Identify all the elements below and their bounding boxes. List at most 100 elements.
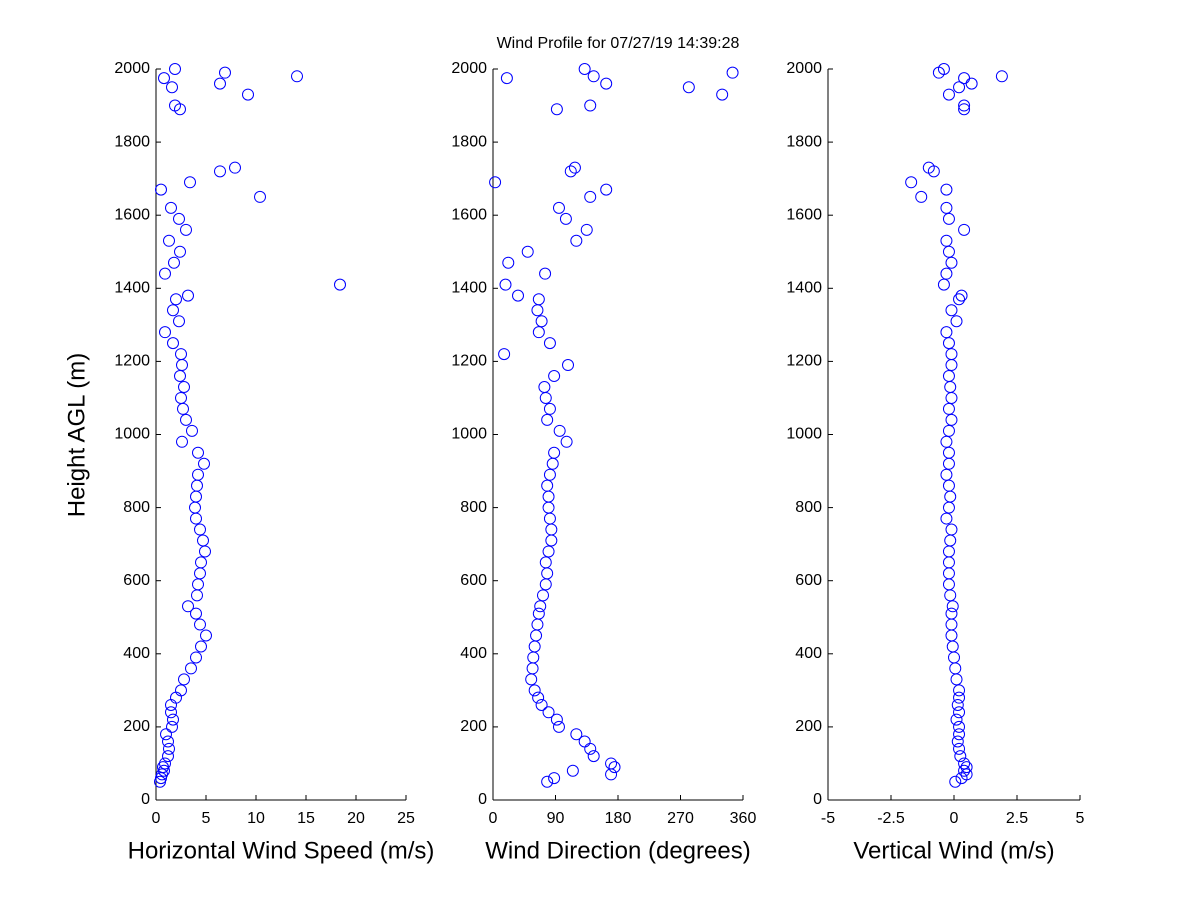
data-point (945, 304, 958, 317)
data-point (940, 435, 953, 448)
y-tick-label: 1200 (786, 353, 822, 370)
data-point (190, 607, 202, 620)
data-point (578, 735, 591, 748)
data-point (605, 757, 618, 770)
data-point (167, 337, 179, 350)
data-point (198, 457, 210, 470)
data-point (543, 402, 556, 415)
data-point (958, 103, 971, 116)
data-point (580, 223, 593, 236)
data-point (182, 289, 194, 302)
data-point (185, 662, 197, 675)
data-point (165, 201, 177, 214)
data-point (584, 99, 597, 112)
data-point (946, 600, 959, 613)
data-point (162, 750, 174, 763)
data-point (945, 348, 958, 361)
data-point (543, 468, 556, 481)
y-tick-label: 1800 (114, 133, 150, 150)
data-point (548, 370, 561, 383)
data-point (953, 706, 966, 719)
data-point (195, 556, 207, 569)
data-point (169, 63, 181, 75)
data-point (550, 713, 563, 726)
data-point (229, 161, 241, 174)
data-point (953, 293, 966, 306)
data-point (955, 289, 968, 302)
data-point (528, 684, 541, 697)
data-point (176, 435, 188, 448)
data-point (548, 772, 561, 785)
data-point (570, 234, 583, 247)
data-point (600, 183, 613, 196)
data-point (219, 66, 231, 79)
data-point (173, 212, 185, 225)
data-point (175, 391, 187, 404)
y-tick-label: 1800 (451, 133, 487, 150)
data-point (716, 88, 729, 101)
x-axis-label: Vertical Wind (m/s) (853, 837, 1054, 864)
y-tick-label: 400 (123, 645, 150, 662)
data-point (958, 72, 971, 85)
x-tick-label: 5 (1076, 810, 1085, 827)
data-point (953, 691, 966, 704)
y-tick-label: 1600 (786, 206, 822, 223)
x-tick-label: 20 (347, 810, 365, 827)
data-point (958, 757, 971, 770)
data-point (587, 70, 600, 83)
data-point (532, 691, 545, 704)
x-tick-label: 0 (152, 810, 161, 827)
data-point (940, 512, 953, 525)
data-point (566, 764, 579, 777)
y-tick-label: 1000 (114, 426, 150, 443)
data-point (945, 413, 958, 426)
x-tick-label: 90 (547, 810, 565, 827)
data-point (174, 245, 186, 258)
y-tick-label: 400 (460, 645, 487, 662)
data-point (537, 589, 549, 602)
data-point (182, 600, 194, 613)
data-point (159, 757, 171, 770)
data-point (937, 278, 950, 291)
data-point (600, 77, 613, 90)
data-point (167, 713, 179, 726)
data-point (166, 720, 178, 733)
data-point (167, 304, 179, 317)
data-point (532, 607, 545, 620)
y-tick-label: 0 (813, 791, 822, 808)
x-tick-label: 0 (489, 810, 498, 827)
data-point (334, 278, 346, 291)
data-point (541, 775, 554, 788)
data-point (521, 245, 534, 258)
data-point (960, 768, 973, 781)
y-axis-label: Height AGL (m) (63, 353, 90, 518)
y-tick-label: 2000 (114, 60, 150, 77)
data-point (165, 706, 177, 719)
data-point (159, 267, 171, 280)
data-point (560, 435, 573, 448)
data-point (168, 256, 180, 269)
data-point (552, 720, 565, 733)
y-tick-label: 1400 (114, 280, 150, 297)
data-point (940, 326, 953, 339)
data-point (951, 735, 964, 748)
data-point (535, 315, 548, 328)
data-point (954, 750, 967, 763)
data-point (942, 337, 955, 350)
data-point (163, 742, 175, 755)
data-point (539, 267, 552, 280)
y-tick-label: 200 (460, 718, 487, 735)
data-point (940, 234, 953, 247)
data-point (538, 380, 551, 393)
data-point (158, 72, 170, 85)
data-point (184, 176, 196, 189)
data-point (197, 534, 209, 547)
data-point (953, 81, 966, 94)
data-point (940, 183, 953, 196)
x-tick-label: 0 (950, 810, 959, 827)
data-point (175, 348, 187, 361)
y-tick-label: 1400 (451, 280, 487, 297)
x-tick-label: 180 (605, 810, 632, 827)
data-point (940, 468, 953, 481)
